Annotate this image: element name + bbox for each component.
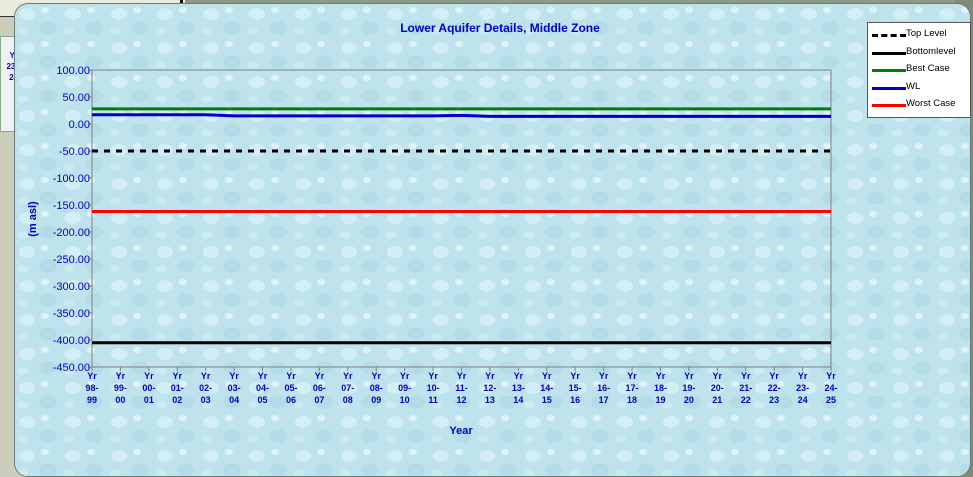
x-tick-label: Yr 13-14 <box>512 371 525 405</box>
x-tick-label: Yr 10-11 <box>427 371 440 405</box>
legend-line-swatch <box>872 104 906 107</box>
y-tick-label: -200.00 <box>53 227 90 239</box>
x-tick-label: Yr 24-25 <box>824 371 837 405</box>
series-lines <box>92 107 831 345</box>
x-tick-label: Yr 07-08 <box>341 371 354 405</box>
legend-label: Best Case <box>906 63 950 74</box>
background-left-label: Yr 23- 24 <box>0 50 18 83</box>
x-tick-label: Yr 00-01 <box>142 371 155 405</box>
background-left-label-line: 23- <box>6 62 18 71</box>
x-tick-label: Yr 08-09 <box>370 371 383 405</box>
y-tick-label: -150.00 <box>53 200 90 212</box>
legend-item-wl: WL <box>868 80 972 96</box>
x-tick-label: Yr 06-07 <box>313 371 326 405</box>
chart-legend[interactable]: Top Level Bottomlevel Best Case WL Worst Cas… <box>867 22 971 118</box>
y-tick-label: -100.00 <box>53 173 90 185</box>
x-tick-label: Yr 21-22 <box>739 371 752 405</box>
chart-area[interactable]: Lower Aquifer Details, Middle Zone 100.0… <box>14 3 971 477</box>
x-tick-label: Yr 03-04 <box>228 371 241 405</box>
x-tick-label: Yr 17-18 <box>626 371 639 405</box>
x-tick-label: Yr 15-16 <box>569 371 582 405</box>
chart-title: Lower Aquifer Details, Middle Zone <box>400 21 600 35</box>
y-axis-ticks: 100.00 50.00 0.00 -50.00 -100.00 -150.00 -200.… <box>53 65 92 374</box>
background-left-label-line: 24 <box>0 72 18 83</box>
x-axis-label: Year <box>449 425 473 437</box>
x-tick-label: Yr 09-10 <box>398 371 411 405</box>
y-tick-label: -250.00 <box>53 254 90 266</box>
legend-line-swatch <box>872 51 906 55</box>
legend-label: Bottomlevel <box>906 45 956 57</box>
x-tick-label: Yr 04-05 <box>256 371 269 405</box>
legend-line-swatch <box>872 34 906 37</box>
chart-svg: Lower Aquifer Details, Middle Zone 100.0… <box>15 4 970 476</box>
y-tick-label: -50.00 <box>59 146 90 158</box>
x-tick-label: Yr 02-03 <box>199 371 212 405</box>
legend-label: Top Level <box>906 28 947 39</box>
series-line-wl <box>92 113 831 118</box>
x-tick-label: Yr 19-20 <box>682 371 695 405</box>
y-tick-label: 50.00 <box>62 92 90 104</box>
y-axis-label: (m asl) <box>27 201 39 237</box>
legend-label: Worst Case <box>906 98 956 109</box>
y-tick-label: 100.00 <box>56 65 90 77</box>
x-tick-label: Yr 05-06 <box>284 371 297 405</box>
y-tick-label: -350.00 <box>53 308 90 320</box>
x-tick-label: Yr 14-15 <box>540 371 553 405</box>
y-tick-label: -400.00 <box>53 335 90 347</box>
x-tick-label: Yr 01-02 <box>171 371 184 405</box>
legend-item-top-level: Top Level <box>868 27 972 43</box>
x-tick-label: Yr 16-17 <box>597 371 610 405</box>
x-tick-label: Yr 18-19 <box>654 371 667 405</box>
x-tick-label: Yr 98-99 <box>85 371 98 405</box>
x-tick-label: Yr 23-24 <box>796 371 809 405</box>
x-tick-label: Yr 12-13 <box>483 371 496 405</box>
y-tick-label: -300.00 <box>53 281 90 293</box>
legend-label: WL <box>906 80 921 92</box>
chart-background <box>15 4 970 476</box>
x-tick-label: Yr 11-12 <box>455 371 468 405</box>
y-tick-label: -450.00 <box>53 362 90 374</box>
legend-item-bottomlevel: Bottomlevel <box>868 45 972 61</box>
background-left-label-line: Yr <box>0 50 18 61</box>
x-tick-label: Yr 99-00 <box>114 371 127 405</box>
legend-item-worst-case: Worst Case <box>868 97 972 113</box>
legend-line-swatch <box>872 69 906 72</box>
legend-item-best-case: Best Case <box>868 62 972 78</box>
y-tick-label: 0.00 <box>69 119 90 131</box>
x-tick-label: Yr 20-21 <box>711 371 724 405</box>
legend-line-swatch <box>872 86 906 90</box>
x-axis-ticks: Yr 98-99 Yr 99-00 Yr 00-01 Yr 01-02 Yr 02-03 Yr 03-… <box>85 367 838 405</box>
x-tick-label: Yr 22-23 <box>768 371 781 405</box>
